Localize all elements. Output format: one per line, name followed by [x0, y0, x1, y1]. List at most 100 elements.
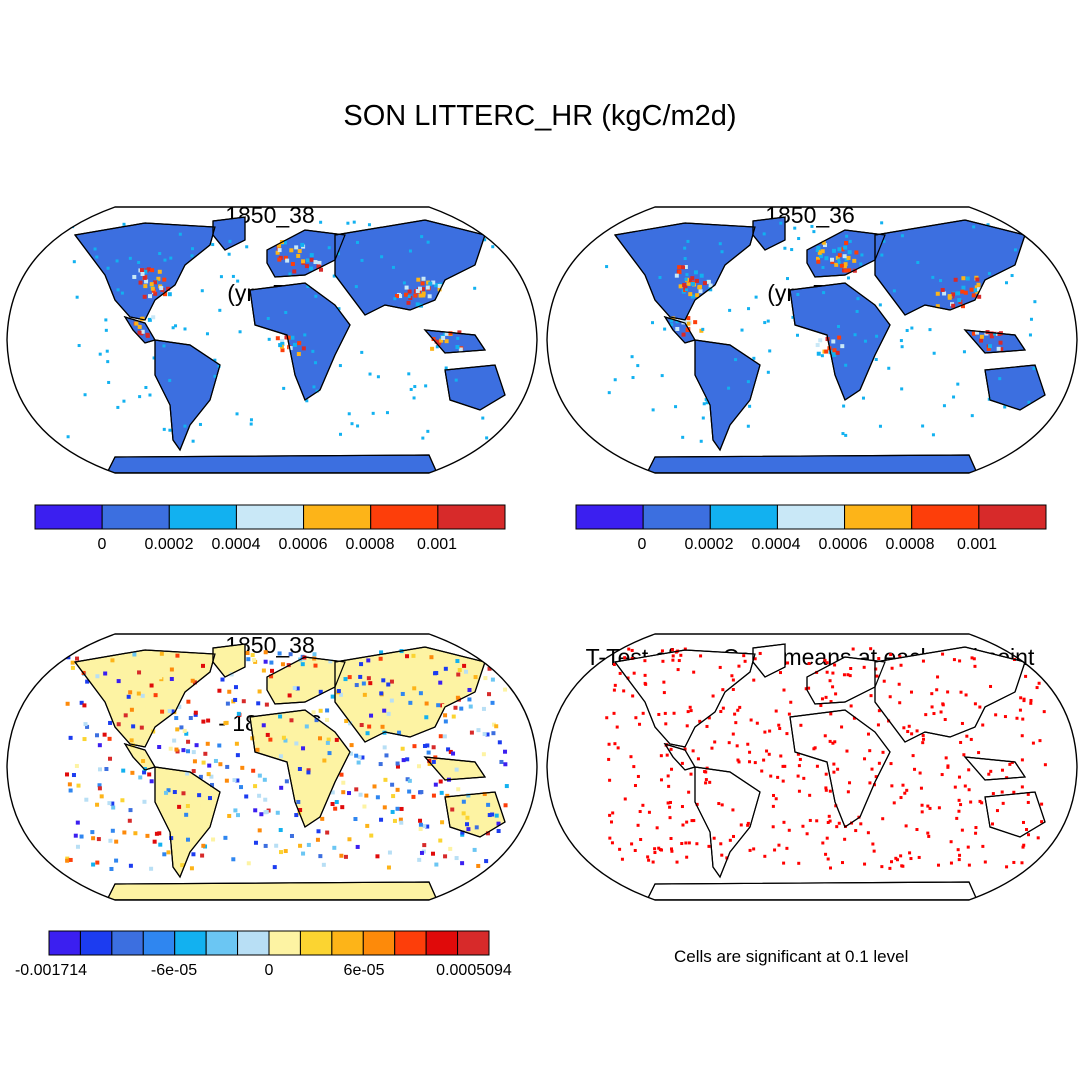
grid-cell [162, 277, 167, 282]
significance-dot [837, 821, 841, 825]
grid-cell [472, 847, 477, 852]
significance-dot [967, 863, 971, 867]
significance-dot [704, 778, 708, 782]
grid-cell [418, 818, 423, 823]
land-region [73, 649, 216, 748]
significance-dot [748, 750, 752, 754]
land-region [334, 646, 486, 743]
grid-cell [74, 763, 79, 768]
significance-dot [630, 842, 634, 846]
grid-cell [322, 758, 327, 763]
colorbar-swatch [709, 504, 778, 530]
grid-cell [708, 283, 713, 288]
grid-cell [504, 784, 509, 789]
grid-cell [104, 767, 109, 772]
grid-cell [277, 257, 282, 262]
land-region [984, 364, 1046, 411]
grid-cell [294, 813, 299, 818]
significance-dot [944, 756, 948, 760]
significance-dot [612, 711, 616, 715]
grid-cell [110, 801, 115, 806]
significance-dot [824, 695, 828, 699]
significance-dot [890, 666, 894, 670]
grid-cell [415, 289, 420, 294]
grid-cell [993, 332, 997, 336]
grid-cell [416, 277, 421, 282]
significance-dot [970, 656, 974, 660]
grid-cell [158, 252, 162, 256]
grid-cell [658, 275, 662, 279]
significance-dot [753, 761, 757, 765]
grid-cell [468, 704, 473, 709]
grid-cell [407, 295, 411, 299]
grid-cell [434, 682, 439, 687]
grid-cell [191, 852, 196, 857]
significance-dot [771, 804, 775, 808]
grid-cell [1029, 230, 1033, 234]
significance-dot [989, 769, 993, 773]
grid-cell [433, 755, 438, 760]
colorbar-swatch [174, 930, 207, 956]
grid-cell [704, 397, 708, 401]
grid-cell [289, 718, 294, 723]
significance-dot [680, 805, 684, 809]
grid-cell [846, 276, 850, 280]
grid-cell [674, 273, 679, 278]
significance-dot [731, 808, 735, 812]
significance-dot [898, 701, 902, 705]
grid-cell [685, 288, 689, 292]
grid-cell [95, 733, 100, 738]
cbar1-tick-1: 0.0002 [144, 536, 194, 553]
grid-cell [309, 253, 314, 258]
grid-cell [166, 788, 171, 793]
grid-cell [940, 287, 945, 292]
significance-dot [717, 802, 721, 806]
significance-dot [828, 739, 832, 743]
grid-cell [405, 757, 410, 762]
grid-cell [931, 433, 935, 437]
cbar1-tick-5: 0.001 [416, 536, 458, 553]
grid-cell [496, 821, 501, 826]
grid-cell [398, 817, 403, 822]
grid-cell [236, 279, 240, 283]
grid-cell [446, 747, 451, 752]
grid-cell [306, 842, 311, 847]
significance-dot [660, 649, 664, 653]
colorbar-swatch [911, 504, 980, 530]
grid-cell [720, 250, 724, 254]
coastline [423, 756, 487, 781]
grid-cell [408, 249, 412, 253]
grid-cell [360, 350, 364, 354]
grid-cell [397, 730, 402, 735]
grid-cell [354, 753, 359, 758]
grid-cell [465, 822, 470, 827]
grid-cell [395, 761, 400, 766]
grid-cell [314, 294, 318, 298]
significance-dot [778, 727, 782, 731]
colorbar-swatch [101, 504, 170, 530]
grid-cell [951, 292, 956, 297]
grid-cell [128, 863, 133, 868]
grid-cell [497, 740, 502, 745]
significance-dot [833, 663, 837, 667]
significance-dot [708, 780, 712, 784]
grid-cell [683, 246, 687, 250]
grid-cell [368, 681, 373, 686]
significance-dot [622, 689, 626, 693]
significance-dot [774, 709, 778, 713]
significance-dot [632, 765, 636, 769]
grid-cell [435, 345, 439, 349]
grid-cell [359, 723, 364, 728]
grid-cell [166, 850, 171, 855]
grid-cell [115, 259, 119, 263]
coastline [444, 791, 506, 838]
coastline [444, 364, 506, 411]
grid-cell [340, 805, 345, 810]
grid-cell [298, 843, 303, 848]
grid-cell [822, 291, 826, 295]
significance-dot [826, 821, 830, 825]
grid-cell [426, 240, 430, 244]
significance-dot [831, 685, 835, 689]
colorbar-swatch [48, 930, 81, 956]
grid-cell [443, 666, 448, 671]
